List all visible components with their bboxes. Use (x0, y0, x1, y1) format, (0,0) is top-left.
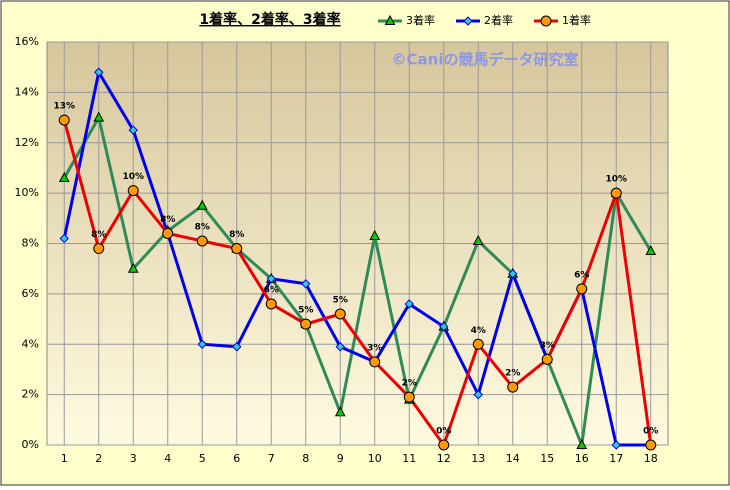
data-label: 2% (402, 379, 417, 389)
marker (162, 227, 174, 239)
data-label: 10% (605, 175, 627, 185)
marker (301, 279, 311, 289)
marker (384, 14, 396, 25)
y-tick-label: 0% (22, 438, 39, 451)
marker (438, 439, 450, 451)
data-label: 8% (195, 222, 210, 232)
y-tick-label: 14% (15, 85, 39, 98)
x-tick-label: 12 (437, 452, 451, 465)
y-tick-label: 10% (15, 186, 39, 199)
x-tick-label: 15 (540, 452, 554, 465)
data-label: 6% (574, 270, 589, 280)
y-tick-label: 16% (15, 35, 39, 48)
data-label: 3% (540, 341, 555, 351)
x-tick-label: 10 (368, 452, 382, 465)
marker (508, 269, 518, 279)
x-tick-label: 2 (95, 452, 102, 465)
x-tick-label: 3 (130, 452, 137, 465)
x-tick-label: 1 (61, 452, 68, 465)
x-tick-label: 14 (506, 452, 520, 465)
marker (266, 274, 276, 284)
data-label: 8% (160, 215, 175, 225)
marker (403, 391, 415, 403)
marker (127, 262, 139, 273)
series-line (62, 119, 653, 449)
marker (93, 243, 105, 255)
data-label: 8% (229, 230, 244, 240)
marker (58, 114, 70, 126)
marker (197, 339, 207, 349)
marker (472, 234, 484, 245)
data-label: 13% (53, 102, 75, 112)
data-label: 6% (264, 285, 279, 295)
data-label: 5% (333, 296, 348, 306)
x-tick-label: 5 (199, 452, 206, 465)
marker (439, 321, 449, 332)
marker (576, 283, 588, 295)
marker (369, 229, 381, 240)
marker (472, 338, 484, 350)
x-tick-label: 7 (268, 452, 275, 465)
data-label: 2% (505, 369, 520, 379)
data-label: 0% (643, 427, 658, 437)
marker (473, 389, 483, 400)
y-tick-label: 12% (15, 136, 39, 149)
marker (127, 185, 139, 197)
marker (463, 16, 473, 26)
y-tick-label: 4% (22, 337, 39, 350)
watermark: ©Caniの競馬データ研究室 (392, 51, 579, 69)
marker (232, 342, 242, 352)
legend-label: 1着率 (562, 13, 591, 27)
marker (300, 318, 312, 330)
data-label: 4% (471, 326, 486, 336)
legend-label: 2着率 (484, 13, 513, 27)
marker (58, 171, 70, 183)
marker (334, 308, 346, 320)
series-line (62, 113, 653, 451)
marker (265, 298, 277, 310)
marker (541, 353, 553, 365)
marker (94, 67, 104, 77)
data-label: 3% (367, 343, 382, 353)
x-tick-label: 18 (644, 452, 658, 465)
x-tick-label: 6 (233, 452, 240, 465)
x-tick-label: 16 (575, 452, 589, 465)
marker (645, 439, 657, 451)
y-tick-label: 2% (22, 388, 39, 401)
marker (645, 244, 657, 256)
marker (196, 199, 208, 210)
marker (128, 125, 138, 135)
x-tick-label: 4 (164, 452, 171, 465)
data-label: 5% (298, 306, 313, 316)
marker (404, 299, 414, 309)
data-label: 0% (436, 427, 451, 437)
marker (231, 243, 243, 255)
x-tick-label: 8 (302, 452, 309, 465)
marker (59, 233, 69, 244)
data-label: 10% (122, 172, 144, 182)
marker (576, 438, 588, 449)
chart-title: 1着率、2着率、3着率 (199, 11, 340, 28)
x-tick-label: 11 (402, 452, 416, 465)
marker (335, 342, 345, 352)
marker (611, 440, 621, 450)
marker (334, 406, 346, 417)
y-tick-label: 8% (22, 237, 39, 250)
marker (540, 15, 552, 27)
marker (610, 187, 622, 199)
marker (93, 111, 105, 122)
marker (369, 356, 381, 368)
x-tick-label: 17 (609, 452, 623, 465)
marker (507, 381, 519, 393)
y-tick-label: 6% (22, 287, 39, 300)
x-tick-label: 9 (337, 452, 344, 465)
data-label: 8% (91, 230, 106, 240)
x-tick-label: 13 (471, 452, 485, 465)
marker (196, 235, 208, 247)
legend-label: 3着率 (406, 13, 435, 27)
